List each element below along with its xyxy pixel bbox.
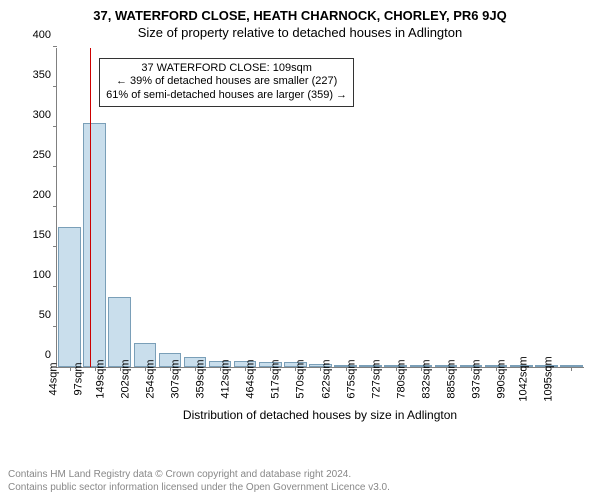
annotation-line: 61% of semi-detached houses are larger (…: [106, 89, 347, 103]
y-tick-label: 200: [33, 189, 57, 201]
y-tick-mark: [53, 86, 57, 87]
x-tick-label: 359sqm: [195, 359, 207, 398]
y-tick-label: 150: [33, 229, 57, 241]
bar-slot: 832sqm: [433, 48, 458, 367]
y-tick-mark: [53, 286, 57, 287]
bar: [58, 227, 81, 367]
bar-slot: 727sqm: [383, 48, 408, 367]
x-tick-label: 1095sqm: [543, 356, 555, 401]
x-axis-label: Distribution of detached houses by size …: [56, 408, 584, 422]
footer: Contains HM Land Registry data © Crown c…: [0, 464, 600, 500]
x-tick-label: 937sqm: [471, 359, 483, 398]
x-tick-label: 675sqm: [345, 359, 357, 398]
annotation-line: ← 39% of detached houses are smaller (22…: [106, 75, 347, 89]
x-tick-label: 727sqm: [370, 359, 382, 398]
page-title-line2: Size of property relative to detached ho…: [0, 23, 600, 40]
footer-line1: Contains HM Land Registry data © Crown c…: [8, 468, 592, 481]
y-tick-mark: [53, 366, 57, 367]
y-tick-label: 300: [33, 109, 57, 121]
chart-area: Number of detached properties 44sqm97sqm…: [0, 44, 600, 424]
page-title-line1: 37, WATERFORD CLOSE, HEATH CHARNOCK, CHO…: [0, 0, 600, 23]
bar: [83, 123, 106, 367]
x-tick-label: 1042sqm: [518, 356, 530, 401]
x-tick-label: 254sqm: [144, 359, 156, 398]
annotation-box: 37 WATERFORD CLOSE: 109sqm← 39% of detac…: [99, 58, 354, 107]
x-tick-label: 149sqm: [94, 359, 106, 398]
bar-slot: 990sqm: [509, 48, 534, 367]
y-tick-label: 400: [33, 29, 57, 41]
bar-slot: 675sqm: [358, 48, 383, 367]
x-tick-label: 412sqm: [220, 359, 232, 398]
x-tick-mark: [70, 367, 71, 371]
plot-area: 44sqm97sqm149sqm202sqm254sqm307sqm359sqm…: [56, 48, 584, 368]
annotation-line: 37 WATERFORD CLOSE: 109sqm: [106, 62, 347, 76]
x-tick-label: 464sqm: [245, 359, 257, 398]
marker-line: [90, 48, 91, 367]
x-tick-label: 202sqm: [119, 359, 131, 398]
y-tick-mark: [53, 246, 57, 247]
y-tick-mark: [53, 126, 57, 127]
y-tick-label: 250: [33, 149, 57, 161]
y-tick-label: 100: [33, 269, 57, 281]
bar-slot: 44sqm: [57, 48, 82, 367]
bar-slot: 1095sqm: [559, 48, 584, 367]
bar-slot: 885sqm: [459, 48, 484, 367]
y-tick-mark: [53, 46, 57, 47]
y-tick-label: 50: [39, 309, 57, 321]
x-tick-label: 990sqm: [496, 359, 508, 398]
y-tick-mark: [53, 206, 57, 207]
y-tick-mark: [53, 326, 57, 327]
footer-line2: Contains public sector information licen…: [8, 481, 592, 494]
chart-container: 37, WATERFORD CLOSE, HEATH CHARNOCK, CHO…: [0, 0, 600, 500]
x-tick-label: 517sqm: [270, 359, 282, 398]
x-tick-label: 832sqm: [420, 359, 432, 398]
x-tick-label: 44sqm: [47, 362, 59, 395]
x-tick-label: 97sqm: [72, 362, 84, 395]
bar-slot: 780sqm: [408, 48, 433, 367]
x-tick-mark: [571, 367, 572, 371]
x-tick-label: 622sqm: [320, 359, 332, 398]
x-tick-label: 780sqm: [395, 359, 407, 398]
bar-slot: 1042sqm: [534, 48, 559, 367]
x-tick-label: 885sqm: [445, 359, 457, 398]
bar-slot: 937sqm: [484, 48, 509, 367]
y-tick-label: 0: [45, 349, 57, 361]
x-tick-label: 307sqm: [169, 359, 181, 398]
y-tick-label: 350: [33, 69, 57, 81]
x-tick-label: 570sqm: [295, 359, 307, 398]
y-tick-mark: [53, 166, 57, 167]
bar: [108, 297, 131, 367]
